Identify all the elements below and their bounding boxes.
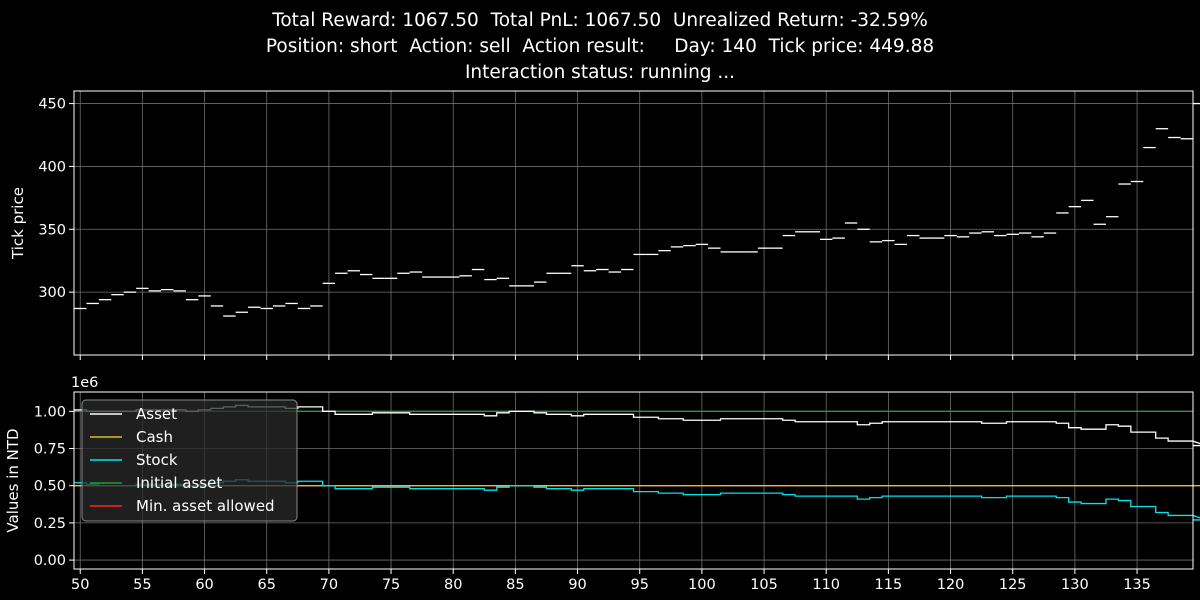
x-tick-label: 115 bbox=[875, 577, 903, 593]
y-axis-label: Values in NTD bbox=[4, 428, 22, 532]
y-tick-label: 0.00 bbox=[34, 553, 66, 569]
values-panel: 50 55 60 65 70 75 80 85 90 95 100 105 110 115 120 125 13… bbox=[4, 375, 1200, 593]
axes-frame bbox=[73, 90, 1194, 356]
x-tick-label: 85 bbox=[506, 577, 524, 593]
x-tick-label: 135 bbox=[1123, 577, 1151, 593]
price-panel: 300 350 400 450 Tick price bbox=[9, 90, 1200, 360]
y-tick-label: 400 bbox=[38, 159, 66, 175]
x-tick-label: 110 bbox=[812, 577, 840, 593]
x-tick-label: 60 bbox=[195, 577, 213, 593]
x-tick-label: 50 bbox=[71, 577, 89, 593]
axes-frame bbox=[73, 391, 1194, 570]
y-tick-label: 0.75 bbox=[34, 442, 66, 458]
x-tick-label: 90 bbox=[568, 577, 586, 593]
x-tick-label: 100 bbox=[688, 577, 716, 593]
x-tick-label: 120 bbox=[937, 577, 965, 593]
legend-label: Asset bbox=[136, 405, 177, 423]
y-tick-label: 300 bbox=[38, 285, 66, 301]
x-tick-label: 130 bbox=[1061, 577, 1089, 593]
y-tick-label: 450 bbox=[38, 97, 66, 113]
title-line-3: Interaction status: running ... bbox=[464, 62, 736, 83]
y-tick-label: 0.50 bbox=[34, 479, 66, 495]
x-tick-label: 55 bbox=[133, 577, 151, 593]
chart-title: Total Reward: 1067.50 Total PnL: 1067.50… bbox=[0, 8, 1200, 86]
x-tick-label: 125 bbox=[999, 577, 1027, 593]
y-tick-label: 350 bbox=[38, 222, 66, 238]
legend-label: Initial asset bbox=[136, 474, 222, 492]
legend-box bbox=[81, 399, 298, 522]
legend: Asset Cash Stock Initial asset Min. asset al… bbox=[81, 399, 298, 522]
x-tick-label: 80 bbox=[444, 577, 462, 593]
y-axis-label: Tick price bbox=[9, 187, 27, 260]
x-tick-label: 70 bbox=[320, 577, 338, 593]
axis-offset-label: 1e6 bbox=[71, 375, 98, 391]
title-line-2: Position: short Action: sell Action resu… bbox=[265, 36, 935, 57]
x-tick-label: 65 bbox=[257, 577, 275, 593]
y-tick-label: 1.00 bbox=[34, 404, 66, 420]
x-tick-label: 95 bbox=[630, 577, 648, 593]
legend-label: Min. asset allowed bbox=[136, 497, 275, 515]
legend-label: Stock bbox=[136, 451, 178, 469]
legend-label: Cash bbox=[136, 428, 173, 446]
title-line-1: Total Reward: 1067.50 Total PnL: 1067.50… bbox=[272, 10, 928, 31]
y-tick-label: 0.25 bbox=[34, 516, 66, 532]
x-tick-label: 105 bbox=[750, 577, 778, 593]
x-tick-label: 75 bbox=[382, 577, 400, 593]
